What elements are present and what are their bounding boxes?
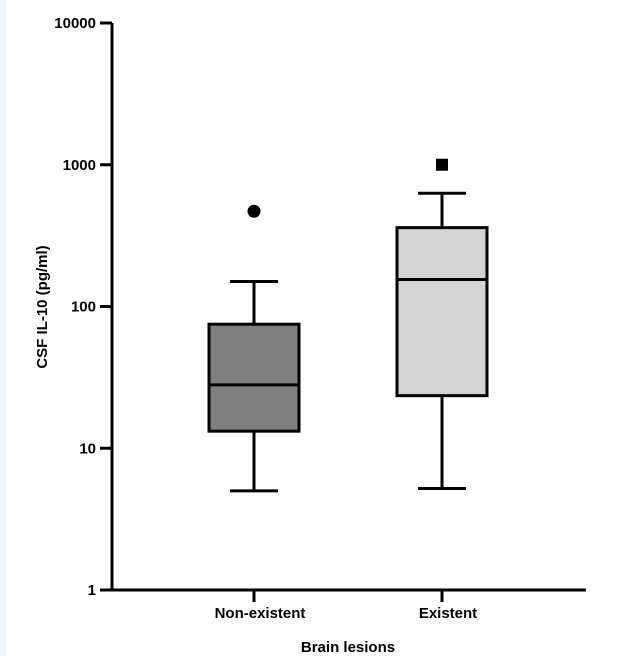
outlier-point bbox=[436, 158, 448, 171]
iqr-box bbox=[207, 322, 301, 433]
box-existent bbox=[395, 158, 489, 491]
x-axis-title: Brain lesions bbox=[301, 639, 395, 656]
box-plot: 1 10 100 1000 10000 Non-existent Existent CSF … bbox=[34, 15, 586, 656]
axes bbox=[100, 21, 586, 602]
y-tick-label-10000: 10000 bbox=[54, 15, 96, 32]
outlier-point bbox=[247, 204, 261, 218]
boxes bbox=[207, 158, 489, 493]
labels: 1 10 100 1000 10000 Non-existent Existent bbox=[54, 15, 477, 622]
x-tick-label-existent: Existent bbox=[419, 605, 477, 622]
y-axis-title: CSF IL-10 (pg/ml) bbox=[34, 245, 51, 368]
chart-frame: 1 10 100 1000 10000 Non-existent Existent CSF … bbox=[6, 0, 643, 656]
y-tick-label-1: 1 bbox=[88, 582, 96, 599]
y-tick-label-10: 10 bbox=[79, 440, 96, 457]
x-tick-label-non-existent: Non-existent bbox=[215, 605, 306, 622]
box-non-existent bbox=[207, 204, 301, 493]
y-tick-label-100: 100 bbox=[71, 299, 96, 316]
y-tick-label-1000: 1000 bbox=[63, 157, 96, 174]
iqr-box bbox=[395, 226, 489, 398]
